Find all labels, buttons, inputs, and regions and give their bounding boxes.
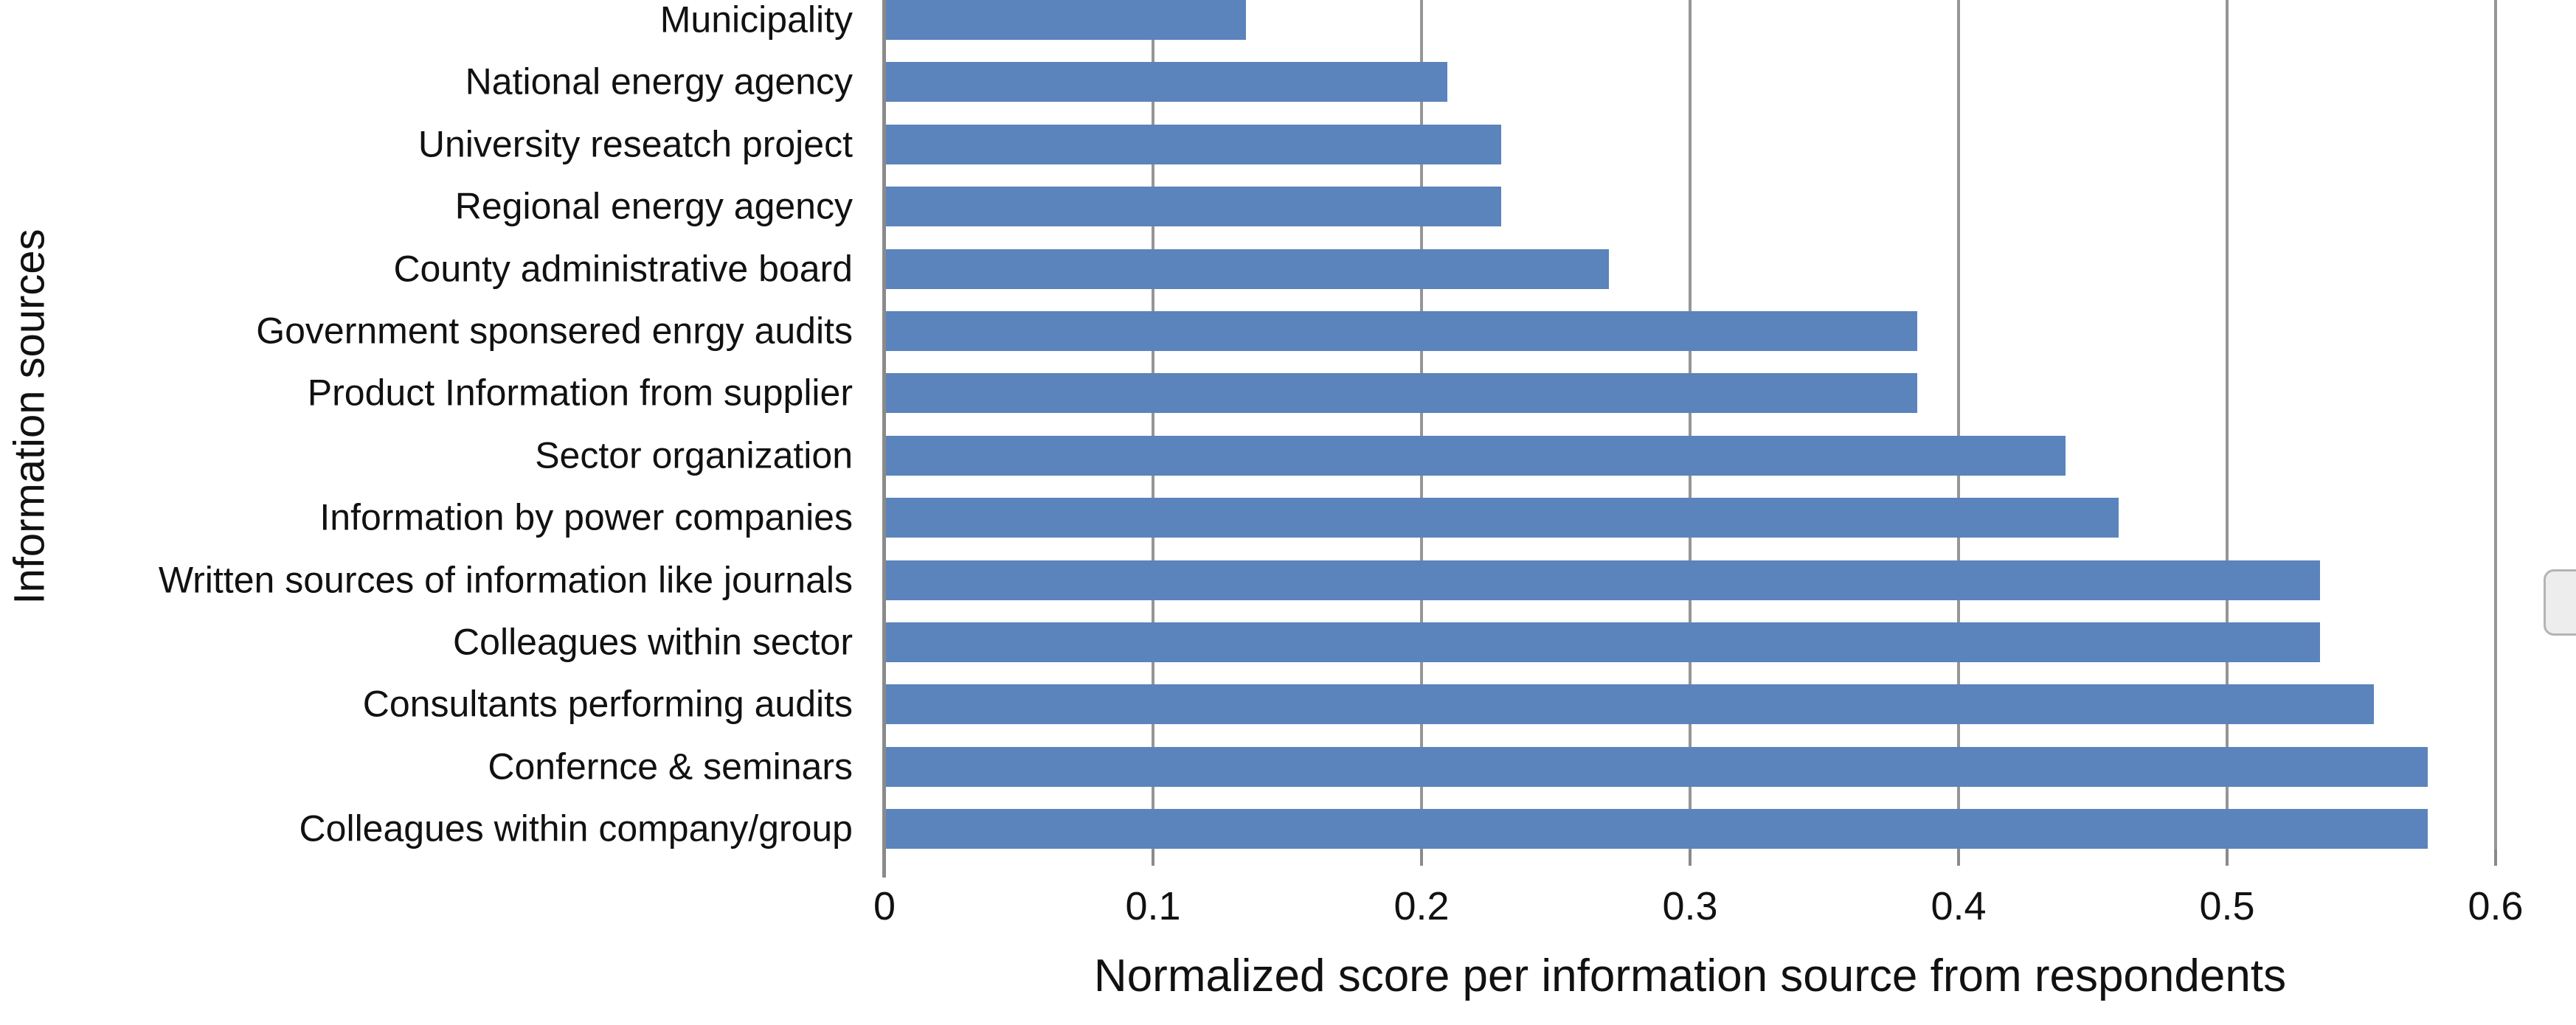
category-label: County administrative board — [393, 248, 853, 290]
bar — [886, 124, 1502, 164]
category-label: Regional energy agency — [454, 185, 853, 227]
bar — [886, 746, 2428, 787]
x-tick-label: 0.2 — [1393, 884, 1450, 928]
x-tick-label: 0.4 — [1931, 884, 1987, 928]
bar — [886, 435, 2066, 476]
x-tick-label: 0.1 — [1125, 884, 1181, 928]
axis-tick-mark — [2226, 849, 2229, 866]
category-label: Written sources of information like jour… — [158, 559, 853, 601]
category-label: Government sponsered enrgy audits — [256, 310, 853, 352]
bar — [886, 187, 1502, 227]
category-label: Colleagues within company/group — [299, 807, 853, 849]
bar — [886, 684, 2375, 725]
category-label: Product Information from supplier — [307, 372, 853, 414]
category-labels: Municipality National energy agency Univer… — [0, 0, 857, 849]
y-axis-line — [882, 0, 886, 878]
gridline — [1689, 0, 1692, 849]
gridline — [2226, 0, 2229, 849]
bar — [886, 311, 1918, 351]
bar — [886, 249, 1609, 289]
scrollbar-thumb[interactable] — [2544, 569, 2576, 636]
category-label: Confernce & seminars — [488, 746, 853, 788]
gridline — [1420, 0, 1423, 849]
axis-tick-mark — [1152, 849, 1154, 866]
bar — [886, 560, 2321, 600]
category-label: University reseatch project — [418, 123, 853, 165]
x-tick-label: 0 — [873, 884, 896, 928]
x-tick-label: 0.5 — [2199, 884, 2255, 928]
category-label: Information by power companies — [319, 496, 853, 538]
axis-tick-mark — [1957, 849, 1960, 866]
plot-area — [882, 0, 2576, 878]
bar — [886, 622, 2321, 662]
gridline — [1957, 0, 1960, 849]
bar — [886, 498, 2119, 538]
x-axis-title: Normalized score per information source … — [1093, 951, 2287, 1001]
x-tick-label: 0.6 — [2468, 884, 2524, 928]
axis-tick-mark — [1689, 849, 1692, 866]
axis-tick-mark — [883, 849, 886, 866]
category-label: Municipality — [659, 0, 853, 41]
gridline — [1152, 0, 1154, 849]
axis-tick-mark — [2494, 849, 2497, 866]
bar — [886, 0, 1247, 40]
category-label: Sector organization — [535, 434, 853, 476]
bar — [886, 809, 2428, 849]
x-tick-label: 0.3 — [1662, 884, 1718, 928]
axis-tick-mark — [1420, 849, 1423, 866]
gridline — [2494, 0, 2497, 849]
bar — [886, 373, 1918, 414]
category-label: National energy agency — [465, 60, 853, 102]
category-label: Consultants performing audits — [362, 683, 853, 725]
category-label: Colleagues within sector — [453, 621, 853, 663]
bar — [886, 62, 1448, 102]
